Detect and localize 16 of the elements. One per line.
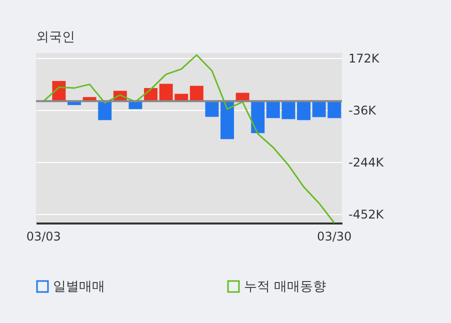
bar <box>190 86 204 102</box>
line-series <box>42 54 336 224</box>
y-tick-label: 172K <box>348 52 380 66</box>
legend-label: 일별매매 <box>53 280 105 295</box>
x-tick-label: 03/03 <box>26 230 61 244</box>
y-tick-label: -452K <box>348 208 385 222</box>
bar <box>297 101 310 120</box>
legend-label: 누적 매매동향 <box>244 280 326 295</box>
y-tick-label: -36K <box>348 104 378 118</box>
bar <box>251 101 265 134</box>
x-tick-label: 03/30 <box>317 230 352 244</box>
y-tick-label: -244K <box>348 156 385 170</box>
chart-title: 외국인 <box>36 30 75 46</box>
bar <box>98 101 112 120</box>
bar <box>205 101 219 117</box>
bar <box>220 101 234 140</box>
